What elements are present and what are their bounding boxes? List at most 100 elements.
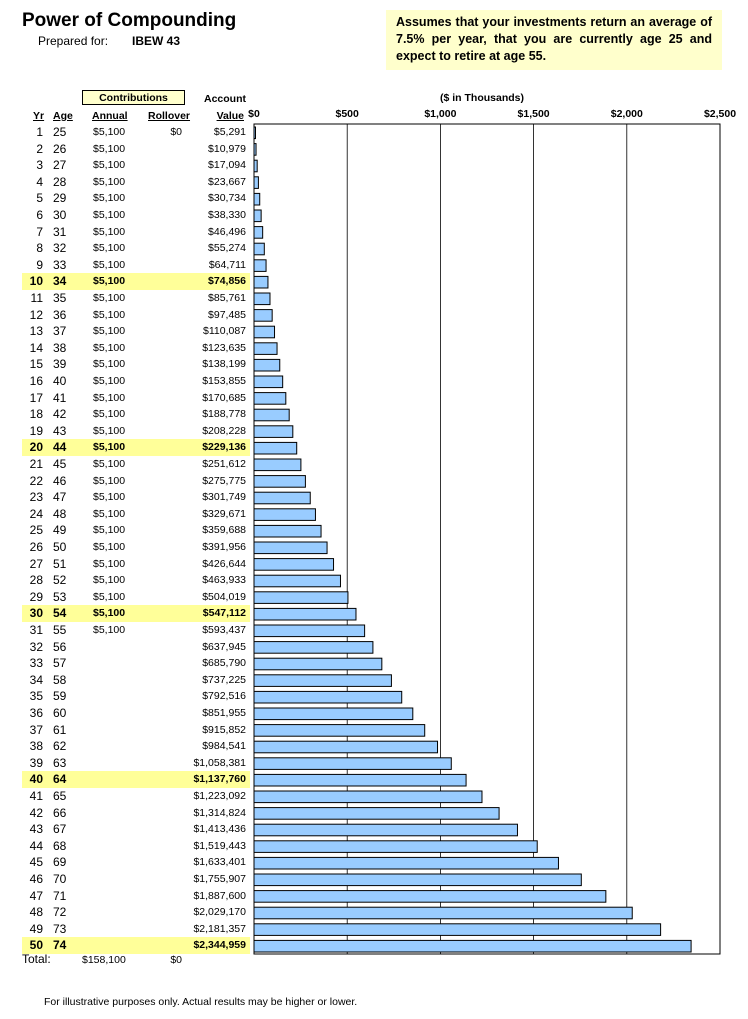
row-annual: $5,100 — [93, 590, 126, 603]
row-year: 29 — [29, 589, 43, 604]
row-year: 31 — [29, 623, 43, 637]
annual-header: Annual — [92, 110, 128, 122]
row-age: 26 — [53, 141, 67, 156]
bar — [253, 607, 357, 621]
row-year: 5 — [36, 191, 43, 206]
account-header: Account — [204, 93, 246, 105]
bar — [253, 292, 271, 306]
table-row: 48 72 $2,029,170 — [22, 904, 250, 921]
row-annual: $5,100 — [93, 391, 126, 404]
bar — [253, 873, 582, 887]
row-annual: $5,100 — [93, 441, 126, 454]
row-age: 49 — [53, 523, 67, 538]
row-annual: $5,100 — [93, 507, 126, 520]
total-label: Total: — [22, 952, 51, 966]
row-value: $275,775 — [202, 474, 246, 487]
table-row: 41 65 $1,223,092 — [22, 788, 250, 805]
table-row: 16 40 $5,100 $153,855 — [22, 373, 250, 390]
bar — [253, 392, 287, 405]
row-annual: $5,100 — [93, 258, 126, 271]
bar — [253, 807, 500, 820]
row-year: 6 — [36, 208, 43, 222]
bar — [253, 690, 403, 704]
row-age: 47 — [53, 490, 67, 505]
row-value: $123,635 — [202, 341, 246, 354]
row-age: 37 — [53, 324, 67, 339]
row-year: 47 — [29, 888, 43, 903]
bar — [253, 475, 306, 488]
row-value: $64,711 — [208, 258, 246, 271]
row-value: $1,887,600 — [193, 889, 246, 902]
row-year: 50 — [29, 938, 43, 953]
total-rollover: $0 — [170, 954, 182, 966]
row-year: 22 — [29, 473, 43, 488]
table-row: 5 29 $5,100 $30,734 — [22, 190, 250, 207]
row-year: 23 — [29, 490, 43, 505]
row-year: 3 — [36, 158, 43, 173]
row-year: 33 — [29, 656, 43, 671]
row-age: 34 — [53, 274, 67, 289]
row-year: 46 — [29, 872, 43, 886]
table-row: 39 63 $1,058,381 — [22, 755, 250, 772]
row-annual: $5,100 — [93, 275, 126, 288]
row-annual: $5,100 — [93, 192, 126, 205]
row-value: $251,612 — [202, 458, 246, 470]
table-row: 10 34 $5,100 $74,856 — [22, 273, 250, 290]
row-year: 2 — [36, 141, 43, 156]
table-row: 21 45 $5,100 $251,612 — [22, 456, 250, 473]
row-value: $74,856 — [208, 275, 246, 288]
bar — [253, 226, 264, 239]
row-annual: $5,100 — [93, 408, 126, 421]
row-value: $301,749 — [202, 491, 246, 504]
row-annual: $5,100 — [93, 175, 126, 188]
row-value: $1,058,381 — [193, 756, 246, 769]
row-annual: $5,100 — [93, 292, 126, 304]
row-value: $46,496 — [208, 225, 246, 238]
bar — [253, 724, 426, 737]
row-age: 51 — [53, 556, 67, 571]
row-year: 14 — [29, 340, 43, 355]
row-age: 30 — [53, 208, 67, 222]
row-age: 64 — [53, 772, 67, 787]
bar — [253, 773, 467, 787]
bar — [253, 309, 273, 322]
row-annual: $5,100 — [93, 541, 126, 553]
row-annual: $5,100 — [93, 607, 126, 620]
bar — [253, 657, 383, 671]
table-row: 34 58 $737,225 — [22, 672, 250, 689]
bar — [253, 176, 259, 189]
row-year: 17 — [29, 390, 43, 405]
row-age: 52 — [53, 573, 67, 588]
bar — [253, 840, 538, 853]
bar — [253, 126, 256, 140]
row-value: $38,330 — [208, 209, 246, 221]
row-annual: $5,100 — [93, 242, 126, 255]
row-age: 57 — [53, 656, 67, 671]
assumption-note: Assumes that your investments return an … — [386, 10, 722, 70]
bar — [253, 425, 294, 438]
bar — [253, 491, 311, 505]
row-value: $1,137,760 — [193, 773, 246, 786]
table-row: 20 44 $5,100 $229,136 — [22, 439, 250, 456]
table-row: 12 36 $5,100 $97,485 — [22, 307, 250, 324]
table-row: 45 69 $1,633,401 — [22, 854, 250, 871]
table-row: 23 47 $5,100 $301,749 — [22, 489, 250, 506]
row-year: 40 — [29, 772, 43, 787]
row-age: 56 — [53, 639, 67, 654]
row-year: 39 — [29, 755, 43, 770]
row-year: 38 — [29, 739, 43, 754]
row-age: 25 — [53, 125, 67, 139]
table-row: 15 39 $5,100 $138,199 — [22, 356, 250, 373]
row-value: $55,274 — [208, 242, 246, 255]
footnote: For illustrative purposes only. Actual r… — [44, 996, 358, 1008]
table-row: 22 46 $5,100 $275,775 — [22, 473, 250, 490]
x-tick-label: $0 — [248, 108, 260, 120]
row-annual: $5,100 — [93, 308, 126, 321]
row-year: 8 — [36, 241, 43, 256]
row-value: $504,019 — [202, 590, 246, 603]
row-year: 19 — [29, 423, 43, 438]
row-age: 39 — [53, 357, 67, 372]
row-value: $30,734 — [208, 192, 246, 205]
row-annual: $5,100 — [93, 126, 126, 138]
